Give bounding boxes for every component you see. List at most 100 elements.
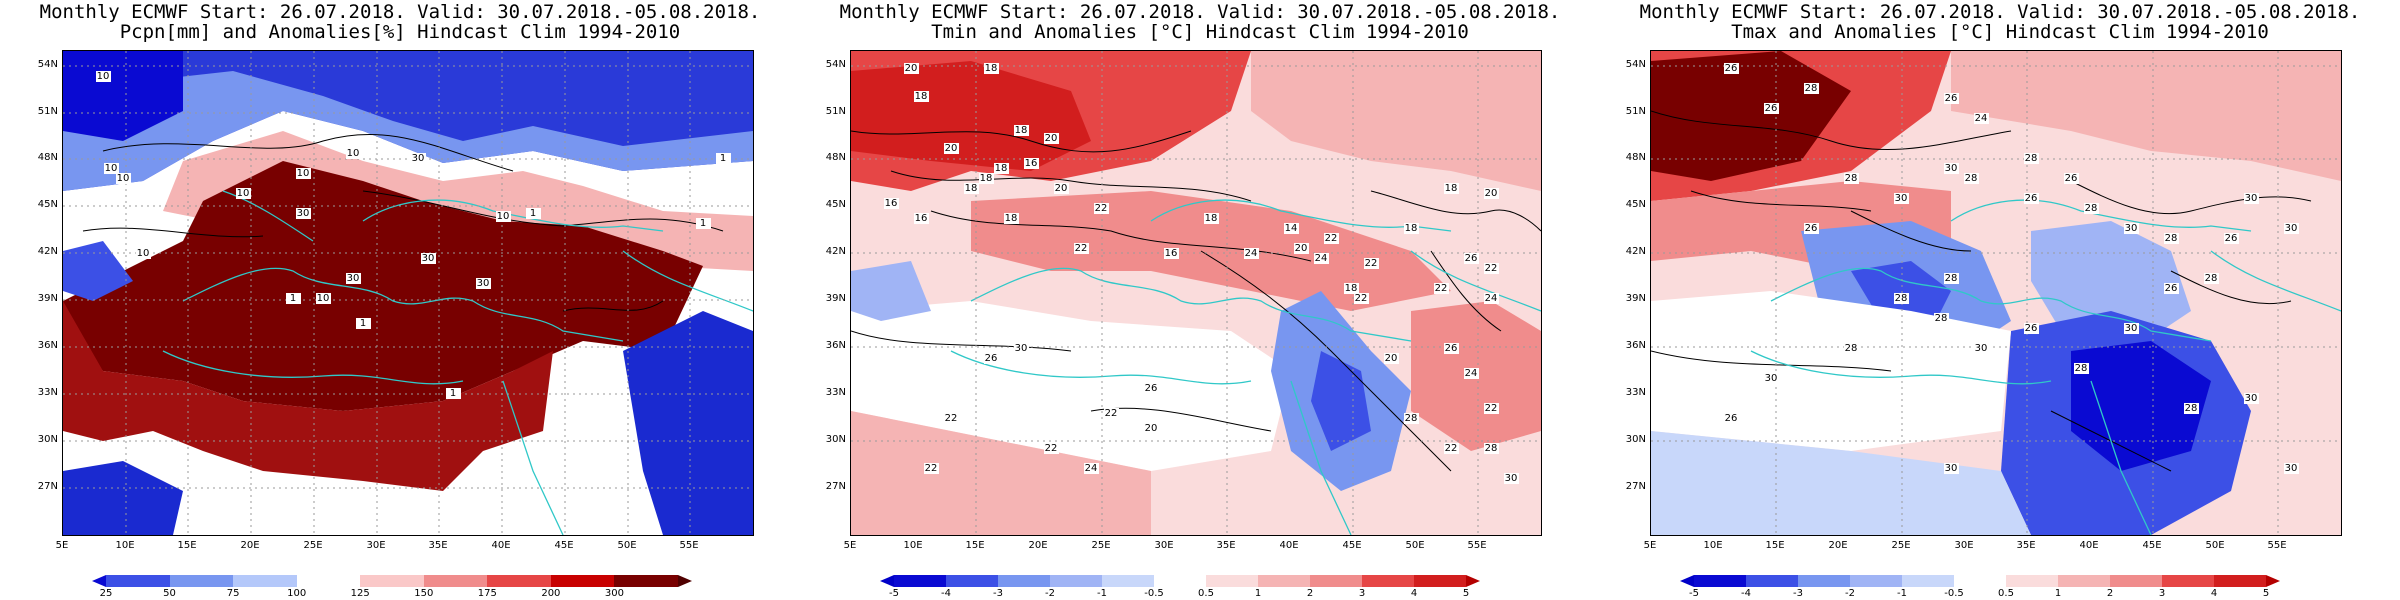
contour-label-box [1804,83,1819,94]
contour-label-box [1324,233,1339,244]
contour-label-box [964,183,979,194]
lat-tick-label: 51N [825,106,846,117]
contour-label-box [2024,323,2039,334]
colorbar-segment [487,575,551,587]
contour-label: 26 [1805,223,1818,234]
contour-label-box [1244,248,1259,259]
contour-label-box [116,173,131,184]
contour-label: 24 [1245,248,1258,259]
contour-label-box [2204,273,2219,284]
contour-label-box [1084,463,1099,474]
contour-label: 16 [915,213,928,224]
contour-label-box [1974,113,1989,124]
lat-tick-label: 42N [825,246,846,257]
contour-label-box [1284,223,1299,234]
contour-label: 30 [1895,193,1908,204]
colorbar-segment [1102,575,1154,587]
contour-label-box [356,318,371,329]
contour-label-box [296,208,311,219]
colorbar-segment [1258,575,1310,587]
colorbar-label: 0.5 [1998,588,2014,599]
lon-tick-label: 50E [2205,540,2225,551]
lat-tick-label: 27N [825,481,846,492]
lon-tick-label: 45E [2142,540,2162,551]
tmax-map[interactable]: 26 26 28 26 28 26 24 28 26 30 30 28 26 28 30 28 26 30 30 28… [1650,50,2342,536]
contour-label-box [526,208,541,219]
lon-tick-label: 45E [554,540,574,551]
contour-label-box [2124,223,2139,234]
colorbar-segment [2058,575,2110,587]
lon-tick-label: 30E [1954,540,1974,551]
contour-label-box [2164,283,2179,294]
contour-label-box [1484,263,1499,274]
contour-label: 26 [1765,103,1778,114]
contour-label-box [1104,408,1119,419]
colorbar-label: -0.5 [1944,588,1964,599]
colorbar-segment [106,575,170,587]
lon-tick-label: 15E [177,540,197,551]
contour-label: 30 [477,278,490,289]
precipitation-map[interactable]: 10 10 10 10 10 30 30 30 10 1 1 1 10 10 30 30 10 1 1 1 [62,50,754,536]
contour-label: 26 [2025,193,2038,204]
panel-precipitation: Monthly ECMWF Start: 26.07.2018. Valid: … [0,0,800,600]
contour-label: 1 [290,293,296,304]
contour-label: 30 [1765,373,1778,384]
lon-tick-label: 55E [2267,540,2287,551]
contour-label-box [914,91,929,102]
contour-label: 28 [1845,173,1858,184]
colorbar-label: 125 [350,588,370,599]
colorbar-high-arrow [2266,575,2280,587]
contour-label: 28 [1485,443,1498,454]
tmin-map[interactable]: 20 18 18 18 18 18 20 18 20 16 20 22 18 16 16 22 24 20 24 16… [850,50,1542,536]
contour-label: 30 [2245,193,2258,204]
contour-label-box [1944,273,1959,284]
contour-label-box [296,168,311,179]
contour-label: 30 [1975,343,1988,354]
contour-label: 18 [1015,125,1028,136]
contour-label-box [1444,443,1459,454]
lat-tick-label: 45N [1625,199,1646,210]
contour-label-box [2244,193,2259,204]
contour-label-box [1044,443,1059,454]
lat-tick-label: 39N [1625,293,1646,304]
contour-label-box [1004,213,1019,224]
contour-label-box [1844,173,1859,184]
contour-label-box [1024,158,1039,169]
contour-label: 28 [1895,293,1908,304]
contour-label: 22 [1355,293,1368,304]
contour-label: 30 [297,208,310,219]
contour-label: 16 [1025,158,1038,169]
contour-label-box [286,293,301,304]
contour-label: 30 [1945,463,1958,474]
colorbar-segment [2110,575,2162,587]
contour-label-box [1504,473,1519,484]
contour-label-box [1054,183,1069,194]
lon-tick-label: 35E [2016,540,2036,551]
contour-label-box [1484,443,1499,454]
contour-label: 18 [985,63,998,74]
contour-label: 1 [360,318,366,329]
colorbar-label: -0.5 [1144,588,1164,599]
colorbar-segment [1154,575,1206,587]
lon-tick-label: 10E [903,540,923,551]
contour-label-box [979,173,994,184]
lat-tick-label: 36N [825,340,846,351]
colorbar-label: 1 [2054,588,2062,599]
colorbar-label: 3 [1358,588,1366,599]
contour-label-box [1484,188,1499,199]
panel-title-line1: Monthly ECMWF Start: 26.07.2018. Valid: … [839,1,1561,23]
contour-label-box [236,188,251,199]
contour-label-box [904,63,919,74]
contour-label-box [1894,193,1909,204]
colorbar-label: 0.5 [1198,588,1214,599]
colorbar [1680,575,2280,587]
lat-tick-label: 45N [37,199,58,210]
contour-label-box [1764,103,1779,114]
contour-label-box [1444,183,1459,194]
contour-label-box [1434,283,1449,294]
contour-label-box [1094,203,1109,214]
contour-label: 14 [1285,223,1298,234]
contour-label: 20 [1055,183,1068,194]
lat-tick-label: 51N [1625,106,1646,117]
colorbar-segment [1746,575,1798,587]
